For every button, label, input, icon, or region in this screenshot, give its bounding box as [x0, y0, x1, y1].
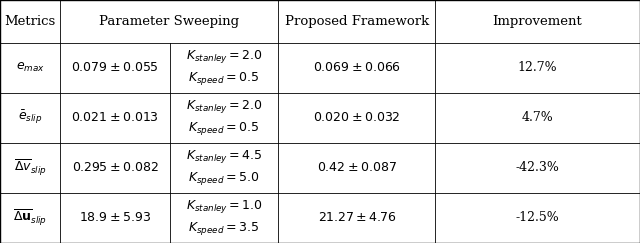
Text: $K_{speed} = 3.5$: $K_{speed} = 3.5$ [188, 220, 260, 237]
Text: $0.069 \pm 0.066$: $0.069 \pm 0.066$ [313, 61, 401, 74]
Text: $K_{speed} = 0.5$: $K_{speed} = 0.5$ [188, 120, 260, 137]
Text: $K_{stanley} = 1.0$: $K_{stanley} = 1.0$ [186, 199, 262, 215]
Text: $21.27 \pm 4.76$: $21.27 \pm 4.76$ [317, 211, 396, 225]
Text: Metrics: Metrics [4, 15, 56, 28]
Text: $0.079 \pm 0.055$: $0.079 \pm 0.055$ [71, 61, 159, 74]
Text: $e_{max}$: $e_{max}$ [15, 61, 45, 74]
Text: Proposed Framework: Proposed Framework [285, 15, 429, 28]
Text: -12.5%: -12.5% [516, 211, 559, 225]
Text: $18.9 \pm 5.93$: $18.9 \pm 5.93$ [79, 211, 151, 225]
Text: $K_{stanley} = 2.0$: $K_{stanley} = 2.0$ [186, 48, 262, 65]
Text: $\overline{\Delta \mathbf{u}}_{slip}$: $\overline{\Delta \mathbf{u}}_{slip}$ [13, 208, 47, 228]
Text: $K_{speed} = 5.0$: $K_{speed} = 5.0$ [188, 170, 260, 187]
Text: $0.020 \pm 0.032$: $0.020 \pm 0.032$ [313, 111, 401, 124]
Text: $0.42 \pm 0.087$: $0.42 \pm 0.087$ [317, 161, 397, 174]
Text: $\overline{\Delta v}_{slip}$: $\overline{\Delta v}_{slip}$ [13, 158, 47, 178]
Text: -42.3%: -42.3% [516, 161, 559, 174]
Text: Improvement: Improvement [493, 15, 582, 28]
Text: 4.7%: 4.7% [522, 111, 554, 124]
Text: 12.7%: 12.7% [518, 61, 557, 74]
Text: $0.021 \pm 0.013$: $0.021 \pm 0.013$ [71, 111, 159, 124]
Text: $K_{stanley} = 4.5$: $K_{stanley} = 4.5$ [186, 148, 262, 165]
Text: $K_{stanley} = 2.0$: $K_{stanley} = 2.0$ [186, 98, 262, 115]
Text: Parameter Sweeping: Parameter Sweeping [99, 15, 239, 28]
Text: $K_{speed} = 0.5$: $K_{speed} = 0.5$ [188, 70, 260, 87]
Text: $\bar{e}_{slip}$: $\bar{e}_{slip}$ [18, 109, 42, 126]
Text: $0.295 \pm 0.082$: $0.295 \pm 0.082$ [72, 161, 158, 174]
